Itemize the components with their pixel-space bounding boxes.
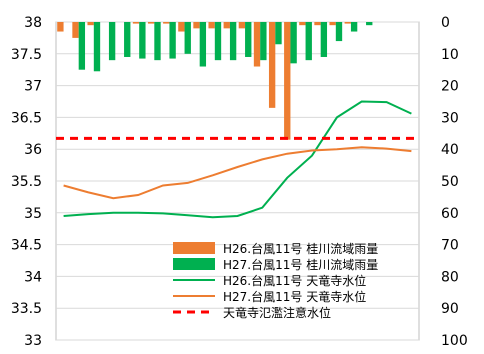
legend-label: H26.台風11号 天竜寺水位 [223,273,366,288]
bar-h26-rainfall [253,22,261,67]
bar-h26-rainfall [299,22,306,26]
bar-h26-rainfall [163,22,170,24]
bar-h27-rainfall [290,22,297,64]
bar-h26-rainfall [329,22,336,26]
bar-h27-rainfall [335,22,343,42]
bar-h27-rainfall [366,22,373,26]
line-h27-water-level [63,146,412,200]
bar-h26-rainfall [132,22,140,24]
bar-h26-rainfall [72,22,79,38]
right-axis-tick-label: 30 [441,110,459,126]
bar-h27-rainfall [305,22,312,61]
left-axis-tick-label: 38 [24,15,42,31]
right-axis-tick-label: 20 [441,79,459,95]
bar-h27-rainfall [245,22,252,57]
left-axis-tick-label: 35 [24,206,42,222]
bar-h26-rainfall [344,22,351,24]
left-axis-tick-label: 33.5 [11,301,42,317]
legend-swatch [173,242,215,254]
right-axis-tick-label: 0 [441,15,450,31]
bar-h27-rainfall [93,22,101,72]
bar-h27-rainfall [214,22,222,61]
bar-h27-rainfall [275,22,282,45]
left-axis-tick-label: 37.5 [11,47,42,63]
right-axis-tick-label: 40 [441,142,459,158]
bar-h26-rainfall [208,22,215,29]
bar-h27-rainfall [78,22,86,70]
left-axis-tick-label: 36 [24,142,42,158]
bar-h26-rainfall [284,22,291,140]
bar-h27-rainfall [169,22,176,59]
bar-h27-rainfall [184,22,191,54]
bar-h27-rainfall [260,22,267,61]
right-axis-tick-label: 90 [441,301,459,317]
legend-label: H27.台風11号 桂川流域雨量 [223,257,378,272]
bar-h26-rainfall [147,22,155,24]
bar-h27-rainfall [229,22,237,61]
bar-h27-rainfall [199,22,207,67]
bar-h26-rainfall [87,22,94,26]
bar-h26-rainfall [268,22,276,108]
bar-h26-rainfall [314,22,321,26]
bar-h27-rainfall [350,22,358,32]
left-axis-tick-label: 35.5 [11,174,42,190]
bar-h26-rainfall [238,22,246,29]
left-axis-tick-label: 34 [24,269,42,285]
bar-h26-rainfall [223,22,230,29]
legend-label: H27.台風11号 天竜寺水位 [223,289,366,304]
left-axis-tick-label: 36.5 [11,110,42,126]
right-axis-tick-label: 60 [441,206,459,222]
bar-h26-rainfall [193,22,200,29]
right-axis-tick-label: 100 [441,333,468,349]
left-axis-tick-label: 33 [24,333,42,349]
legend-label: 天竜寺氾濫注意水位 [223,305,331,320]
line-h26-water-level [63,100,412,219]
bar-h27-rainfall [320,22,328,57]
bar-h26-rainfall [57,22,64,32]
right-axis-tick-label: 50 [441,174,459,190]
right-axis-tick-label: 10 [441,47,459,63]
right-axis-tick-label: 80 [441,269,459,285]
left-axis-tick-label: 37 [24,79,42,95]
legend-label: H26.台風11号 桂川流域雨量 [223,241,378,256]
legend-swatch [173,258,215,270]
left-axis-tick-label: 34.5 [11,238,42,254]
bar-h27-rainfall [154,22,161,61]
bar-h27-rainfall [108,22,116,61]
bar-h26-rainfall [178,22,185,32]
right-axis-tick-label: 70 [441,238,459,254]
bar-h27-rainfall [139,22,146,59]
bar-h27-rainfall [124,22,131,57]
